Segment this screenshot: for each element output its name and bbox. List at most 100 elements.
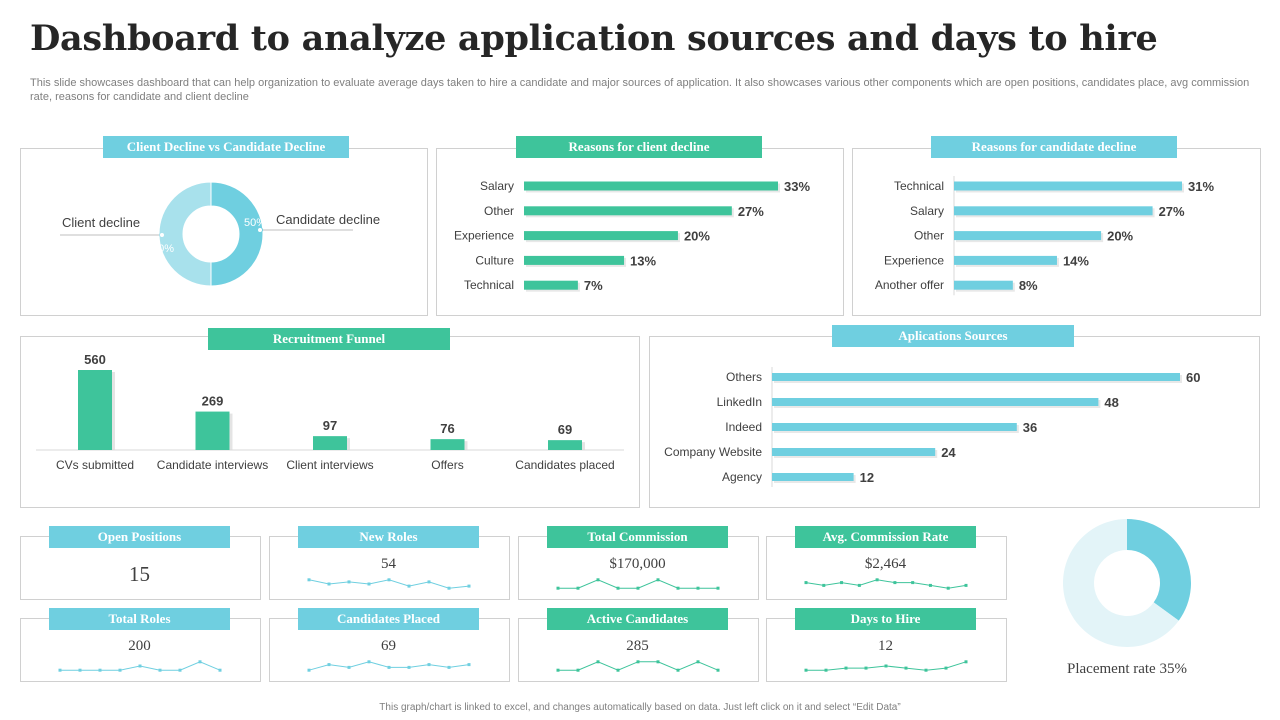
source-category-label: Indeed — [725, 420, 762, 434]
candidate-reason-value-label: 14% — [1063, 253, 1089, 268]
funnel-bar — [548, 440, 582, 450]
funnel-panel — [20, 336, 640, 508]
footer-note: This graph/chart is linked to excel, and… — [379, 702, 901, 713]
new-roles-sparkline-point — [327, 582, 330, 586]
client-reasons-chart: Salary 33% Other 27% Experience 20% Culture 13%… — [454, 179, 811, 293]
placement-rate-label: Placement rate 35% — [1067, 661, 1187, 677]
candidate-decline-marker — [257, 227, 263, 233]
total-roles-label: Total Roles — [49, 608, 230, 630]
total-roles-sparkline-point — [198, 660, 201, 664]
new-roles-sparkline-point — [367, 582, 370, 586]
candidate-decline-label: Candidate decline — [276, 212, 380, 227]
funnel-bar — [313, 436, 347, 450]
client-reason-category-label: Culture — [475, 253, 514, 267]
funnel-bar — [78, 370, 112, 450]
decline-slice-0 — [210, 181, 264, 287]
candidates-placed-sparkline-point — [327, 663, 330, 667]
total-commission-sparkline-point — [696, 586, 699, 590]
candidate-reason-value-label: 31% — [1188, 179, 1214, 194]
active-candidates-sparkline-point — [596, 660, 599, 664]
candidate-reasons-chart: Technical 31% Salary 27% Other 20% Experience 1… — [875, 176, 1214, 296]
total-commission-sparkline-point — [576, 586, 579, 590]
funnel-category-label: Candidates placed — [515, 458, 614, 472]
funnel-header: Recruitment Funnel — [208, 328, 450, 350]
avg-commission-rate-label: Avg. Commission Rate — [795, 526, 976, 548]
candidates-placed-sparkline-point — [447, 665, 450, 669]
client-reason-value-label: 20% — [684, 229, 710, 244]
total-commission-sparkline-point — [656, 578, 659, 582]
days-to-hire-sparkline-point — [884, 664, 887, 668]
days-to-hire-sparkline-point — [924, 668, 927, 672]
new-roles-sparkline-point — [347, 580, 350, 584]
funnel-value-label: 269 — [202, 394, 224, 409]
client-reason-category-label: Salary — [480, 179, 514, 193]
days-to-hire-sparkline-point — [864, 666, 867, 670]
avg-commission-rate-sparkline-point — [910, 581, 914, 585]
funnel-value-label: 69 — [558, 422, 572, 437]
total-roles-sparkline-point — [98, 668, 101, 672]
client-reason-value-label: 13% — [630, 253, 656, 268]
candidates-placed-sparkline-point — [367, 660, 370, 664]
active-candidates-sparkline — [556, 660, 719, 672]
source-bar — [772, 423, 1017, 431]
client-reason-value-label: 7% — [584, 278, 603, 293]
client-reason-value-label: 33% — [784, 179, 810, 194]
candidates-placed-sparkline-point — [307, 668, 310, 672]
source-value-label: 24 — [941, 445, 956, 460]
new-roles-sparkline-point — [467, 584, 470, 588]
avg-commission-rate-sparkline-point — [892, 581, 896, 585]
source-bar — [772, 398, 1099, 406]
new-roles-sparkline — [307, 578, 470, 590]
avg-commission-rate-sparkline-point — [964, 583, 967, 587]
funnel-category-label: CVs submitted — [56, 458, 134, 472]
funnel-bar — [195, 411, 230, 450]
active-candidates-sparkline-point — [656, 660, 659, 664]
total-commission-value: $170,000 — [609, 556, 666, 572]
days-to-hire-sparkline-point — [824, 668, 827, 672]
client-reason-bar — [524, 280, 578, 290]
avg-commission-rate-value: $2,464 — [864, 556, 907, 572]
source-bar — [772, 473, 854, 481]
total-roles-sparkline-point — [118, 668, 121, 672]
funnel-value-label: 76 — [440, 421, 454, 436]
client-reason-bar — [524, 206, 732, 216]
total-roles-sparkline-point — [78, 668, 81, 672]
total-roles-value: 200 — [128, 638, 151, 654]
days-to-hire-sparkline-point — [964, 660, 967, 664]
candidate-reason-category-label: Technical — [894, 179, 944, 193]
client-reason-bar — [524, 255, 625, 265]
new-roles-label: New Roles — [298, 526, 479, 548]
avg-commission-rate-sparkline-line — [805, 579, 966, 589]
client-reason-category-label: Experience — [454, 229, 514, 243]
active-candidates-value: 285 — [626, 638, 649, 654]
source-value-label: 60 — [1186, 370, 1200, 385]
decline-split-chart: 50% 50% Candidate decline Client decline — [60, 181, 380, 287]
total-commission-sparkline-point — [636, 586, 639, 590]
active-candidates-sparkline-point — [696, 660, 699, 664]
client-reasons-header: Reasons for client decline — [516, 136, 762, 158]
decline-slice-label-1: 50% — [152, 243, 174, 255]
source-category-label: Agency — [722, 470, 762, 484]
new-roles-value: 54 — [381, 556, 396, 572]
funnel-chart: 560 CVs submitted 269 Candidate interviews 9… — [36, 352, 624, 472]
candidate-reason-bar — [954, 231, 1102, 241]
decline-split-header: Client Decline vs Candidate Decline — [103, 136, 349, 158]
open-positions-label: Open Positions — [49, 526, 230, 548]
active-candidates-sparkline-point — [556, 668, 559, 672]
candidate-reason-value-label: 27% — [1159, 204, 1185, 219]
funnel-value-label: 97 — [323, 418, 337, 433]
candidates-placed-sparkline — [307, 660, 470, 672]
funnel-category-label: Candidate interviews — [157, 458, 268, 472]
new-roles-sparkline-point — [407, 584, 410, 588]
total-commission-sparkline-point — [556, 586, 559, 590]
days-to-hire-label: Days to Hire — [795, 608, 976, 630]
total-commission-sparkline — [556, 578, 719, 590]
candidate-reason-bar — [954, 206, 1153, 216]
placement-remaining-slice — [1063, 519, 1179, 647]
client-reason-value-label: 27% — [738, 204, 764, 219]
decline-slice-1 — [158, 181, 212, 287]
source-category-label: Others — [726, 370, 762, 384]
source-bar — [772, 448, 936, 456]
avg-commission-rate-sparkline-point — [928, 583, 932, 587]
funnel-value-label: 560 — [84, 352, 106, 367]
